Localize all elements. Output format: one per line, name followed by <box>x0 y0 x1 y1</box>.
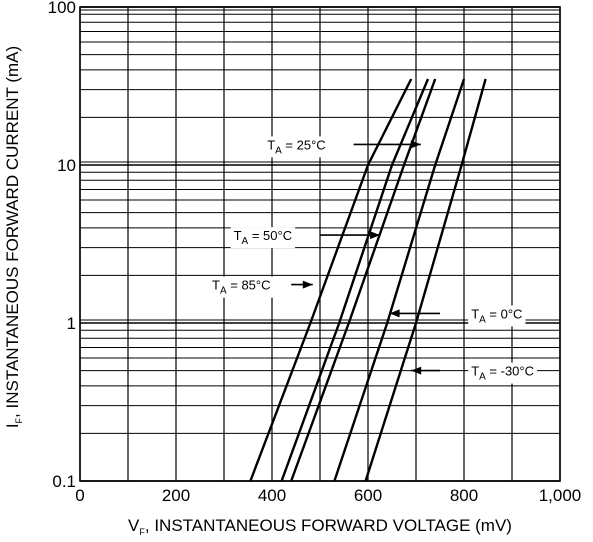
y-tick-label: 10 <box>57 156 76 175</box>
annotation-arrowhead <box>389 309 400 318</box>
series-curve <box>280 78 430 482</box>
grid <box>79 6 561 482</box>
series-curve <box>364 78 487 482</box>
series-curve <box>249 78 413 482</box>
annotation-label-background <box>264 136 329 158</box>
x-tick-label: 1,000 <box>539 486 582 505</box>
annotation-arrowhead <box>302 280 313 289</box>
x-tick-label: 0 <box>75 486 84 505</box>
series-curve <box>333 78 466 482</box>
annotation-label-background <box>209 276 274 298</box>
annotation-arrowhead <box>410 140 421 149</box>
annotation-label: TA = 85°C <box>212 278 271 297</box>
annotation-label: TA = 25°C <box>267 137 326 156</box>
series-curve <box>290 78 437 482</box>
y-tick-label: 100 <box>48 0 76 17</box>
annotation-label: TA = 0°C <box>471 306 522 325</box>
x-tick-label: 200 <box>162 486 190 505</box>
annotation-label-background <box>468 305 526 327</box>
annotation-label-background <box>468 362 538 384</box>
annotations: TA = 25°C TA = 50°C TA = 85°C TA = 0°C TA = … <box>209 136 538 384</box>
annotation-label: TA = -30°C <box>471 364 534 383</box>
plot-frame <box>79 6 561 482</box>
annotation-arrowhead <box>411 366 422 375</box>
x-tick-label: 400 <box>258 486 286 505</box>
x-tick-label: 600 <box>354 486 382 505</box>
x-axis-title: VF, INSTANTANEOUS FORWARD VOLTAGE (mV) <box>128 516 512 537</box>
y-tick-label: 0.1 <box>52 472 76 491</box>
tick-labels: 0 200 400 600 800 1,000 0.1 1 10 100 <box>48 0 582 505</box>
series-curves <box>249 78 487 482</box>
x-tick-label: 800 <box>450 486 478 505</box>
y-axis-title: IF, INSTANTANEOUS FORWARD CURRENT (mA) <box>3 46 24 428</box>
annotation-label: TA = 50°C <box>234 228 293 247</box>
annotation-label-background <box>230 227 296 249</box>
y-tick-label: 1 <box>67 314 76 333</box>
annotation-arrowhead <box>370 231 380 240</box>
